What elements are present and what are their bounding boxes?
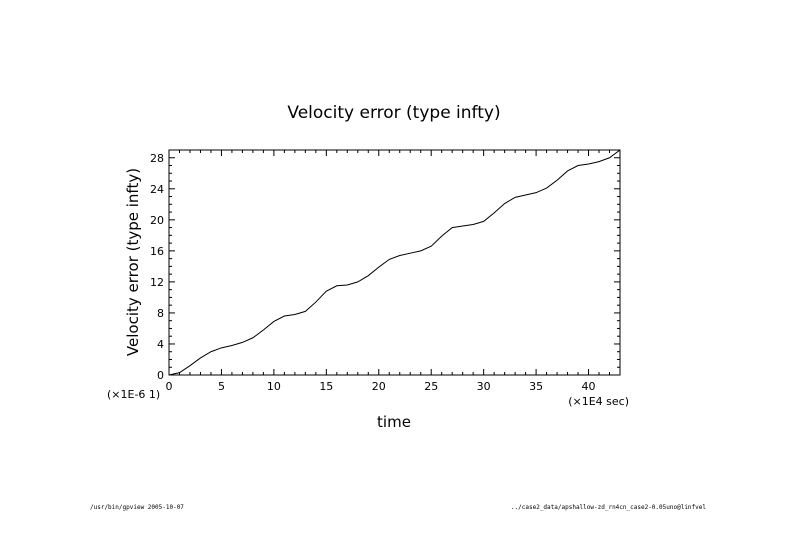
x-tick-label: 30 — [477, 380, 491, 393]
y-tick-label: 4 — [157, 338, 164, 351]
x-tick-label: 40 — [582, 380, 596, 393]
x-tick-label: 5 — [218, 380, 225, 393]
x-tick-label: 20 — [372, 380, 386, 393]
plot-frame — [168, 149, 621, 376]
x-axis-tick-labels: 0 5 10 15 20 25 30 35 40 — [166, 380, 596, 393]
chart-title: Velocity error (type infty) — [287, 103, 500, 123]
x-axis-label: time — [377, 413, 411, 431]
y-tick-label: 16 — [150, 245, 164, 258]
footer-left: /usr/bin/gpview 2005-10-07 — [90, 504, 184, 511]
y-tick-label: 20 — [150, 214, 164, 227]
x-tick-label: 0 — [166, 380, 173, 393]
y-tick-label: 0 — [157, 369, 164, 382]
x-scale-label: (×1E4 sec) — [568, 395, 629, 408]
y-tick-label: 24 — [150, 183, 164, 196]
x-tick-label: 35 — [529, 380, 543, 393]
footer-right: ../case2_data/apshallow-zd_rn4cn_case2-0… — [511, 504, 706, 511]
y-tick-label: 28 — [150, 152, 164, 165]
x-axis-ticks — [168, 150, 621, 375]
series-line — [168, 149, 621, 376]
y-tick-label: 8 — [157, 307, 164, 320]
x-tick-label: 25 — [424, 380, 438, 393]
y-scale-label: (×1E-6 1) — [107, 388, 160, 401]
y-axis-label: Velocity error (type infty) — [124, 168, 142, 356]
x-tick-label: 15 — [319, 380, 333, 393]
y-axis-tick-labels: 0 4 8 12 16 20 24 28 — [150, 152, 164, 382]
y-tick-label: 12 — [150, 276, 164, 289]
x-tick-label: 10 — [267, 380, 281, 393]
